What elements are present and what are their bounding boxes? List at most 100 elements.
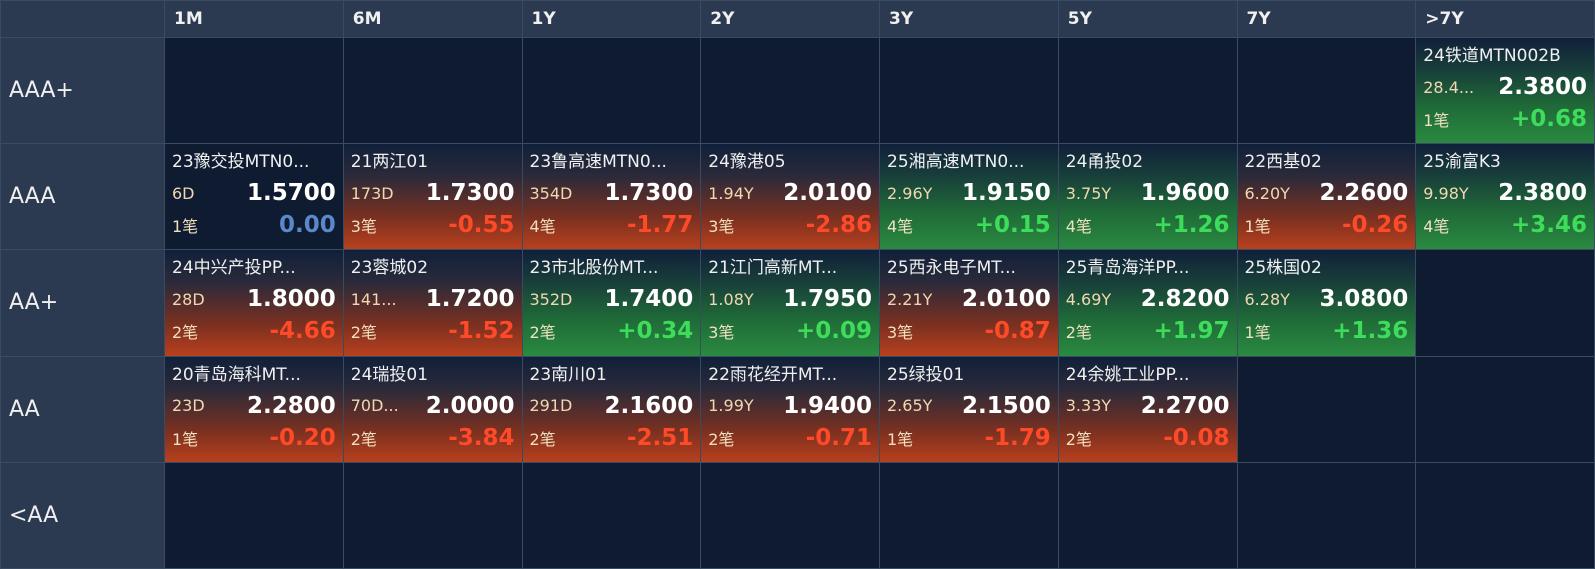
trade-count: 4笔 [529,217,556,237]
yield-change: +0.15 [974,212,1051,239]
bond-cell[interactable]: 22西基02 6.20Y 2.2600 1笔 -0.26 [1237,144,1416,250]
trade-count: 1笔 [172,217,199,237]
trade-count: 1笔 [887,429,914,449]
empty-cell [1237,38,1416,144]
empty-cell [165,38,343,144]
trade-count: 2笔 [1065,323,1092,343]
bond-term: 28D [172,289,205,309]
bond-name: 20青岛海科MT... [172,364,301,385]
trade-count: 2笔 [350,429,377,449]
bond-row-change: 2笔 +1.97 [1066,316,1230,346]
bond-term: 2.96Y [887,183,933,203]
bond-row-price: 6D 1.5700 [172,178,336,208]
bond-cell[interactable]: 22雨花经开MT... 1.99Y 1.9400 2笔 -0.71 [701,356,879,462]
column-header[interactable]: 2Y [701,1,879,37]
bond-cell[interactable]: 23市北股份MT... 352D 1.7400 2笔 +0.34 [522,250,701,356]
column-header[interactable]: 1M [165,1,343,37]
trade-count: 2笔 [172,323,199,343]
yield-change: -3.84 [448,424,515,451]
yield-change: -0.08 [1163,424,1230,451]
bond-row-change: 4笔 +3.46 [1423,210,1587,240]
bond-yield: 2.2700 [1140,392,1230,419]
bond-cell[interactable]: 24中兴产投PP... 28D 1.8000 2笔 -4.66 [165,250,343,356]
bond-row-price: 6.20Y 2.2600 [1245,178,1409,208]
bond-yield: 2.8200 [1140,286,1230,313]
bond-yield: 1.7300 [425,180,515,207]
yield-change: +1.26 [1153,212,1230,239]
bond-cell[interactable]: 24瑞投01 70D... 2.0000 2笔 -3.84 [343,356,522,462]
bond-row-price: 1.99Y 1.9400 [708,391,872,421]
bond-yield: 1.5700 [246,180,336,207]
bond-term: 6.28Y [1244,289,1290,309]
empty-cell [880,38,1058,144]
row-label: AAA+ [1,38,164,144]
bond-row-change: 4笔 +0.15 [887,210,1051,240]
bond-cell[interactable]: 24余姚工业PP... 3.33Y 2.2700 2笔 -0.08 [1058,356,1237,462]
bond-name: 23市北股份MT... [529,258,659,279]
trade-count: 2笔 [350,323,377,343]
trade-count: 1笔 [1423,111,1450,130]
yield-change: -1.77 [626,212,694,239]
column-header[interactable]: 5Y [1058,1,1237,37]
bond-yield: 2.0100 [783,180,872,207]
bond-cell[interactable]: 23南川01 291D 2.1600 2笔 -2.51 [522,356,701,462]
bond-name: 25渝富K3 [1423,152,1501,173]
bond-cell[interactable]: 25湘高速MTN0... 2.96Y 1.9150 4笔 +0.15 [880,144,1058,250]
bond-cell[interactable]: 20青岛海科MT... 23D 2.2800 1笔 -0.20 [165,356,343,462]
column-header[interactable]: 3Y [880,1,1058,37]
column-header[interactable]: 1Y [522,1,701,37]
bond-name: 21江门高新MT... [708,258,838,279]
bond-row-change: 1笔 +0.68 [1423,104,1587,134]
bond-name: 23豫交投MTN0... [172,152,310,173]
bond-yield: 2.1600 [604,392,694,419]
bond-term: 23D [172,396,205,416]
yield-change: -0.71 [805,424,872,451]
bond-name: 23蓉城02 [350,258,429,279]
empty-cell [165,462,343,568]
bond-name: 23南川01 [529,364,607,385]
bond-row-price: 23D 2.2800 [172,391,336,421]
bond-cell[interactable]: 23鲁高速MTN0... 354D 1.7300 4笔 -1.77 [522,144,701,250]
bond-row-price: 2.96Y 1.9150 [887,178,1051,208]
bond-yield: 2.3800 [1498,180,1587,207]
trade-count: 4笔 [1065,217,1092,237]
empty-cell [522,462,701,568]
bond-cell[interactable]: 24甬投02 3.75Y 1.9600 4笔 +1.26 [1058,144,1237,250]
bond-name: 24余姚工业PP... [1065,364,1190,385]
bond-name: 24甬投02 [1065,152,1144,173]
bond-cell[interactable]: 24豫港05 1.94Y 2.0100 3笔 -2.86 [701,144,879,250]
bond-row-change: 3笔 +0.09 [708,316,872,346]
bond-cell[interactable]: 25绿投01 2.65Y 2.1500 1笔 -1.79 [880,356,1058,462]
bond-cell[interactable]: 21江门高新MT... 1.08Y 1.7950 3笔 +0.09 [701,250,879,356]
bond-name: 22雨花经开MT... [708,364,838,385]
trade-count: 1笔 [1244,323,1271,343]
bond-name: 25青岛海洋PP... [1065,258,1190,279]
bond-cell[interactable]: 25株国02 6.28Y 3.0800 1笔 +1.36 [1237,250,1416,356]
yield-change: +1.36 [1332,318,1409,345]
bond-row-change: 1笔 -1.79 [887,423,1051,453]
bond-cell[interactable]: 25西永电子MT... 2.21Y 2.0100 3笔 -0.87 [880,250,1058,356]
bond-cell[interactable]: 23豫交投MTN0... 6D 1.5700 1笔 0.00 [165,144,343,250]
bond-yield: 2.0100 [961,286,1051,313]
bond-cell[interactable]: 25青岛海洋PP... 4.69Y 2.8200 2笔 +1.97 [1058,250,1237,356]
bond-cell[interactable]: 24铁道MTN002B 28.4... 2.3800 1笔 +0.68 [1416,38,1594,144]
column-header[interactable]: 6M [343,1,522,37]
bond-cell[interactable]: 21两江01 173D 1.7300 3笔 -0.55 [343,144,522,250]
bond-term: 6.20Y [1244,183,1290,203]
bond-cell[interactable]: 25渝富K3 9.98Y 2.3800 4笔 +3.46 [1416,144,1594,250]
bond-row-change: 2笔 -0.71 [708,423,872,453]
bond-yield: 1.7200 [425,286,515,313]
column-header[interactable]: 7Y [1237,1,1416,37]
yield-change: -0.87 [984,318,1051,345]
trade-count: 4笔 [1423,217,1450,237]
bond-yield: 1.9150 [961,180,1051,207]
bond-cell[interactable]: 23蓉城02 141... 1.7200 2笔 -1.52 [343,250,522,356]
bond-row-change: 3笔 -2.86 [708,210,872,240]
yield-change: +0.34 [617,318,694,345]
yield-change: +0.68 [1510,106,1587,132]
yield-change: +3.46 [1510,212,1587,239]
bond-row-change: 2笔 -3.84 [351,423,515,453]
bond-row-price: 6.28Y 3.0800 [1245,284,1409,314]
column-header[interactable]: >7Y [1416,1,1594,37]
